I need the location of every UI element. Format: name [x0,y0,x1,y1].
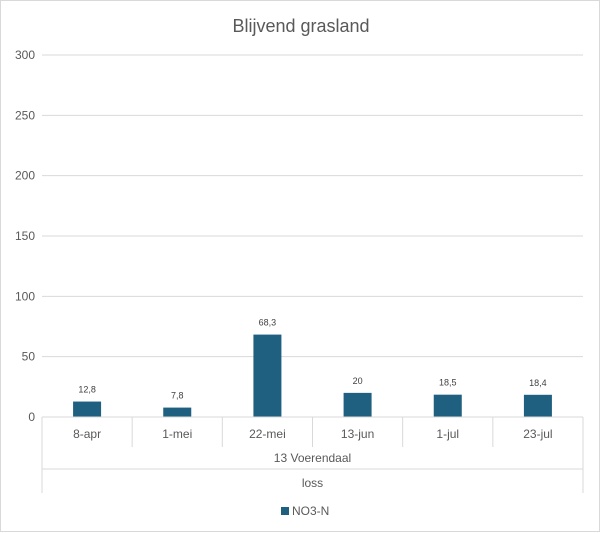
x-category-label: 23-jul [523,427,552,441]
data-label: 68,3 [259,318,277,328]
y-axis-ticks: 0 50 100 150 200 250 300 [15,48,35,424]
x-group-label: 13 Voerendaal [274,451,351,465]
bars [73,334,552,417]
data-label: 20 [353,376,363,386]
gridlines [42,54,583,358]
y-tick-label: 300 [15,48,35,62]
bar [253,334,282,417]
y-tick-label: 50 [22,350,36,364]
data-labels: 12,8 7,8 68,3 20 18,5 18,4 [78,318,546,401]
legend-swatch [281,507,289,515]
y-tick-label: 250 [15,108,35,122]
bar [343,392,372,417]
bar [163,407,192,417]
x-category-label: 1-jul [436,427,459,441]
bar [73,401,102,417]
data-label: 12,8 [78,385,96,395]
x-group-label: loss [302,476,323,490]
x-category-label: 13-jun [341,427,374,441]
data-label: 18,4 [529,378,547,388]
y-tick-label: 100 [15,289,35,303]
data-label: 18,5 [439,378,457,388]
y-tick-label: 200 [15,169,35,183]
x-category-label: 8-apr [73,427,101,441]
legend-label: NO3-N [292,504,329,518]
y-tick-label: 0 [28,410,35,424]
data-label: 7,8 [171,391,184,401]
bar [433,394,462,417]
x-category-label: 1-mei [162,427,192,441]
y-tick-label: 150 [15,229,35,243]
chart-title: Blijvend grasland [232,16,369,36]
x-category-label: 22-mei [249,427,286,441]
legend: NO3-N [281,504,329,518]
bar [523,394,552,417]
x-axis: 8-apr 1-mei 22-mei 13-jun 1-jul 23-jul 13 Voer… [41,416,584,493]
